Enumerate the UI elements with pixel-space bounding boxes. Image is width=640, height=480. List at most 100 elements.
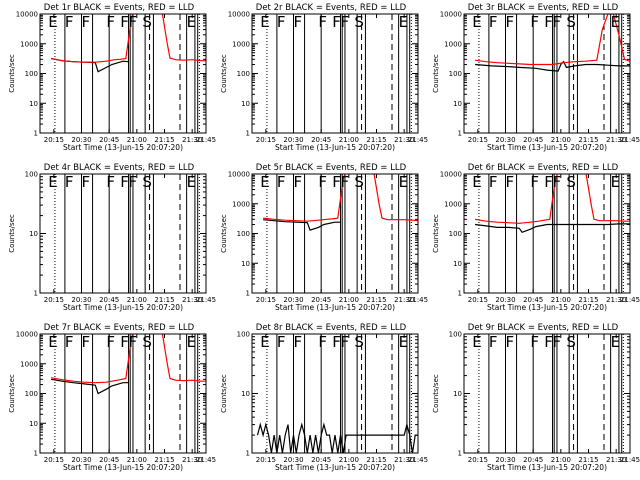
event-marker-label: F: [277, 13, 286, 31]
x-tick-label: 20:30: [495, 136, 515, 144]
x-tick-label: 20:15: [256, 136, 276, 144]
event-marker-label: E: [260, 173, 269, 191]
x-tick-label: 20:15: [44, 456, 64, 464]
x-tick-label: 20:45: [311, 296, 331, 304]
y-tick-label: 1: [458, 130, 462, 138]
plot-area: [475, 14, 630, 133]
x-tick-label: 20:30: [71, 136, 91, 144]
x-tick-label: 21:00: [339, 456, 359, 464]
x-tick-label: 20:45: [99, 456, 119, 464]
x-tick-label: 20:30: [495, 296, 515, 304]
x-tick-label: 21:15: [154, 456, 174, 464]
y-tick-label: 1: [246, 450, 250, 458]
y-tick-label: 1: [458, 290, 462, 298]
y-tick-label: 10: [29, 420, 38, 428]
y-tick-label: 1: [458, 450, 462, 458]
event-marker-label: E: [260, 13, 269, 31]
x-tick-label: 21:15: [366, 136, 386, 144]
x-axis-label: Start Time (13-Jun-15 20:07:20): [63, 143, 183, 152]
y-axis-label: Counts/sec: [8, 214, 16, 253]
event-marker-label: F: [544, 173, 553, 191]
x-tick-label: 21:30: [606, 296, 626, 304]
x-tick-label: 20:30: [283, 296, 303, 304]
event-marker-label: E: [611, 13, 620, 31]
event-marker-label: F: [294, 13, 303, 31]
event-marker-label: F: [277, 173, 286, 191]
y-tick-label: 10000: [228, 171, 250, 179]
plot-area: [478, 334, 624, 453]
x-tick-label: 21:45: [196, 136, 216, 144]
event-marker-label: F: [294, 333, 303, 351]
event-marker-label: E: [399, 333, 408, 351]
y-axis-label: Counts/sec: [432, 374, 440, 413]
event-marker-label: F: [553, 333, 562, 351]
x-tick-label: 21:30: [394, 136, 414, 144]
x-tick-label: 21:15: [366, 456, 386, 464]
x-tick-label: 20:15: [468, 136, 488, 144]
events-series-line: [50, 378, 129, 395]
x-tick-label: 20:45: [523, 296, 543, 304]
x-tick-label: 21:45: [620, 136, 640, 144]
event-marker-label: E: [48, 333, 57, 351]
plot-area: [50, 334, 206, 453]
y-tick-label: 10: [453, 390, 462, 398]
y-tick-label: 1: [246, 130, 250, 138]
x-tick-label: 21:30: [182, 456, 202, 464]
x-axis-label: Start Time (13-Jun-15 20:07:20): [63, 303, 183, 312]
y-tick-label: 10000: [440, 171, 462, 179]
y-tick-label: 10: [241, 390, 250, 398]
y-tick-label: 10: [241, 260, 250, 268]
x-tick-label: 21:00: [551, 296, 571, 304]
x-tick-label: 21:45: [408, 456, 428, 464]
y-axis-label: Counts/sec: [8, 54, 16, 93]
event-marker-label: S: [354, 173, 364, 191]
y-tick-label: 100: [25, 171, 38, 179]
event-marker-label: E: [611, 173, 620, 191]
x-tick-label: 21:45: [620, 456, 640, 464]
x-tick-label: 21:45: [408, 296, 428, 304]
event-marker-label: F: [318, 173, 327, 191]
x-tick-label: 20:45: [99, 296, 119, 304]
y-tick-label: 1: [34, 130, 38, 138]
y-tick-label: 1: [246, 290, 250, 298]
panel-title: Det 4r BLACK = Events, RED = LLD: [44, 163, 195, 173]
x-tick-label: 21:00: [551, 136, 571, 144]
x-axis-label: Start Time (13-Jun-15 20:07:20): [275, 143, 395, 152]
event-marker-label: E: [611, 333, 620, 351]
x-tick-label: 21:00: [127, 456, 147, 464]
event-marker-label: E: [399, 13, 408, 31]
lld-series-line: [475, 14, 630, 66]
x-tick-label: 21:30: [606, 456, 626, 464]
y-tick-label: 10000: [440, 11, 462, 19]
y-axis-label: Counts/sec: [432, 214, 440, 253]
event-marker-label: F: [318, 13, 327, 31]
x-tick-label: 21:15: [578, 456, 598, 464]
y-tick-label: 1000: [444, 40, 462, 48]
events-series-line: [263, 219, 341, 231]
x-tick-label: 21:00: [127, 296, 147, 304]
event-marker-label: F: [82, 13, 91, 31]
x-axis-label: Start Time (13-Jun-15 20:07:20): [275, 303, 395, 312]
plot-area: [266, 14, 412, 133]
y-tick-label: 1000: [232, 200, 250, 208]
plot-area: [50, 14, 206, 133]
x-axis-label: Start Time (13-Jun-15 20:07:20): [487, 143, 607, 152]
y-tick-label: 10: [29, 100, 38, 108]
event-marker-label: E: [187, 173, 196, 191]
x-tick-label: 21:45: [196, 296, 216, 304]
lld-series-line: [474, 174, 630, 224]
event-marker-label: F: [553, 13, 562, 31]
x-tick-label: 21:15: [154, 296, 174, 304]
event-marker-label: E: [399, 173, 408, 191]
event-marker-label: F: [489, 173, 498, 191]
y-tick-label: 1: [34, 450, 38, 458]
events-series-line: [475, 223, 630, 234]
event-marker-label: F: [341, 173, 350, 191]
y-tick-label: 1000: [444, 200, 462, 208]
